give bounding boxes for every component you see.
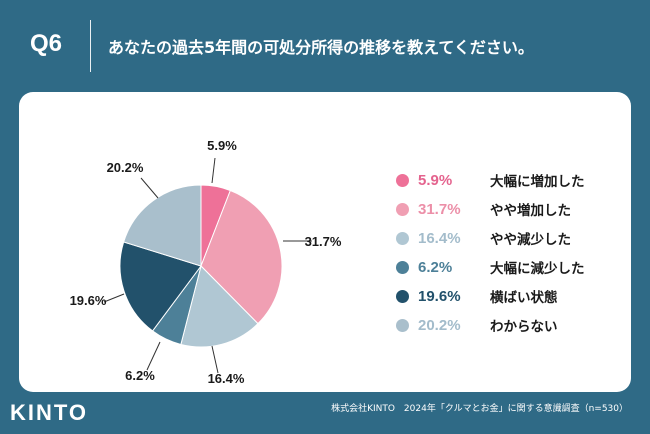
- legend-percent: 19.6%: [418, 287, 461, 305]
- legend-marker-icon: [396, 173, 409, 187]
- legend-item: 6.2% 大幅に減少した: [396, 257, 585, 277]
- header-divider: [90, 20, 91, 72]
- leader-line: [140, 177, 159, 199]
- header: Q6 あなたの過去5年間の可処分所得の推移を教えてください。: [0, 0, 650, 92]
- slice-data-label: 31.7%: [305, 234, 342, 249]
- legend-label: やや増加した: [490, 203, 571, 219]
- pie-slice: [123, 184, 202, 267]
- legend-item: 19.6% 横ばい状態: [396, 286, 558, 306]
- legend-marker-icon: [396, 202, 409, 216]
- slice-data-label: 19.6%: [70, 293, 107, 308]
- question-number: Q6: [30, 30, 63, 57]
- legend-percent: 20.2%: [418, 316, 461, 334]
- legend-item: 20.2% わからない: [396, 315, 558, 335]
- leader-line: [211, 345, 219, 374]
- pie-slice: [200, 189, 283, 325]
- pie-slice: [119, 241, 202, 332]
- legend-marker-icon: [396, 289, 409, 303]
- legend-label: 横ばい状態: [490, 290, 558, 306]
- legend-percent: 31.7%: [418, 200, 461, 218]
- leader-line: [211, 157, 216, 184]
- legend-label: 大幅に増加した: [490, 174, 585, 190]
- legend-percent: 5.9%: [418, 171, 453, 189]
- slice-data-label: 5.9%: [207, 138, 237, 153]
- pie-slice: [180, 265, 259, 348]
- legend-percent: 16.4%: [418, 229, 461, 247]
- slice-data-label: 20.2%: [107, 160, 144, 175]
- legend-marker-icon: [396, 231, 409, 245]
- question-text: あなたの過去5年間の可処分所得の推移を教えてください。: [108, 38, 534, 57]
- legend-item: 31.7% やや増加した: [396, 199, 571, 219]
- legend-label: 大幅に減少した: [490, 261, 585, 277]
- chart-card: [19, 92, 631, 392]
- legend-marker-icon: [396, 318, 409, 332]
- legend-item: 16.4% やや減少した: [396, 228, 571, 248]
- source-note: 株式会社KINTO 2024年「クルマとお金」に関する意識調査（n=530）: [331, 404, 628, 414]
- legend-percent: 6.2%: [418, 258, 453, 276]
- slice-data-label: 16.4%: [208, 371, 245, 386]
- legend-item: 5.9% 大幅に増加した: [396, 170, 585, 190]
- leader-line: [146, 341, 161, 371]
- slice-data-label: 6.2%: [125, 368, 155, 383]
- legend-label: わからない: [490, 319, 558, 335]
- legend-label: やや減少した: [490, 232, 571, 248]
- legend-marker-icon: [396, 260, 409, 274]
- leader-line: [103, 293, 125, 303]
- kinto-logo: KINTO: [10, 400, 89, 425]
